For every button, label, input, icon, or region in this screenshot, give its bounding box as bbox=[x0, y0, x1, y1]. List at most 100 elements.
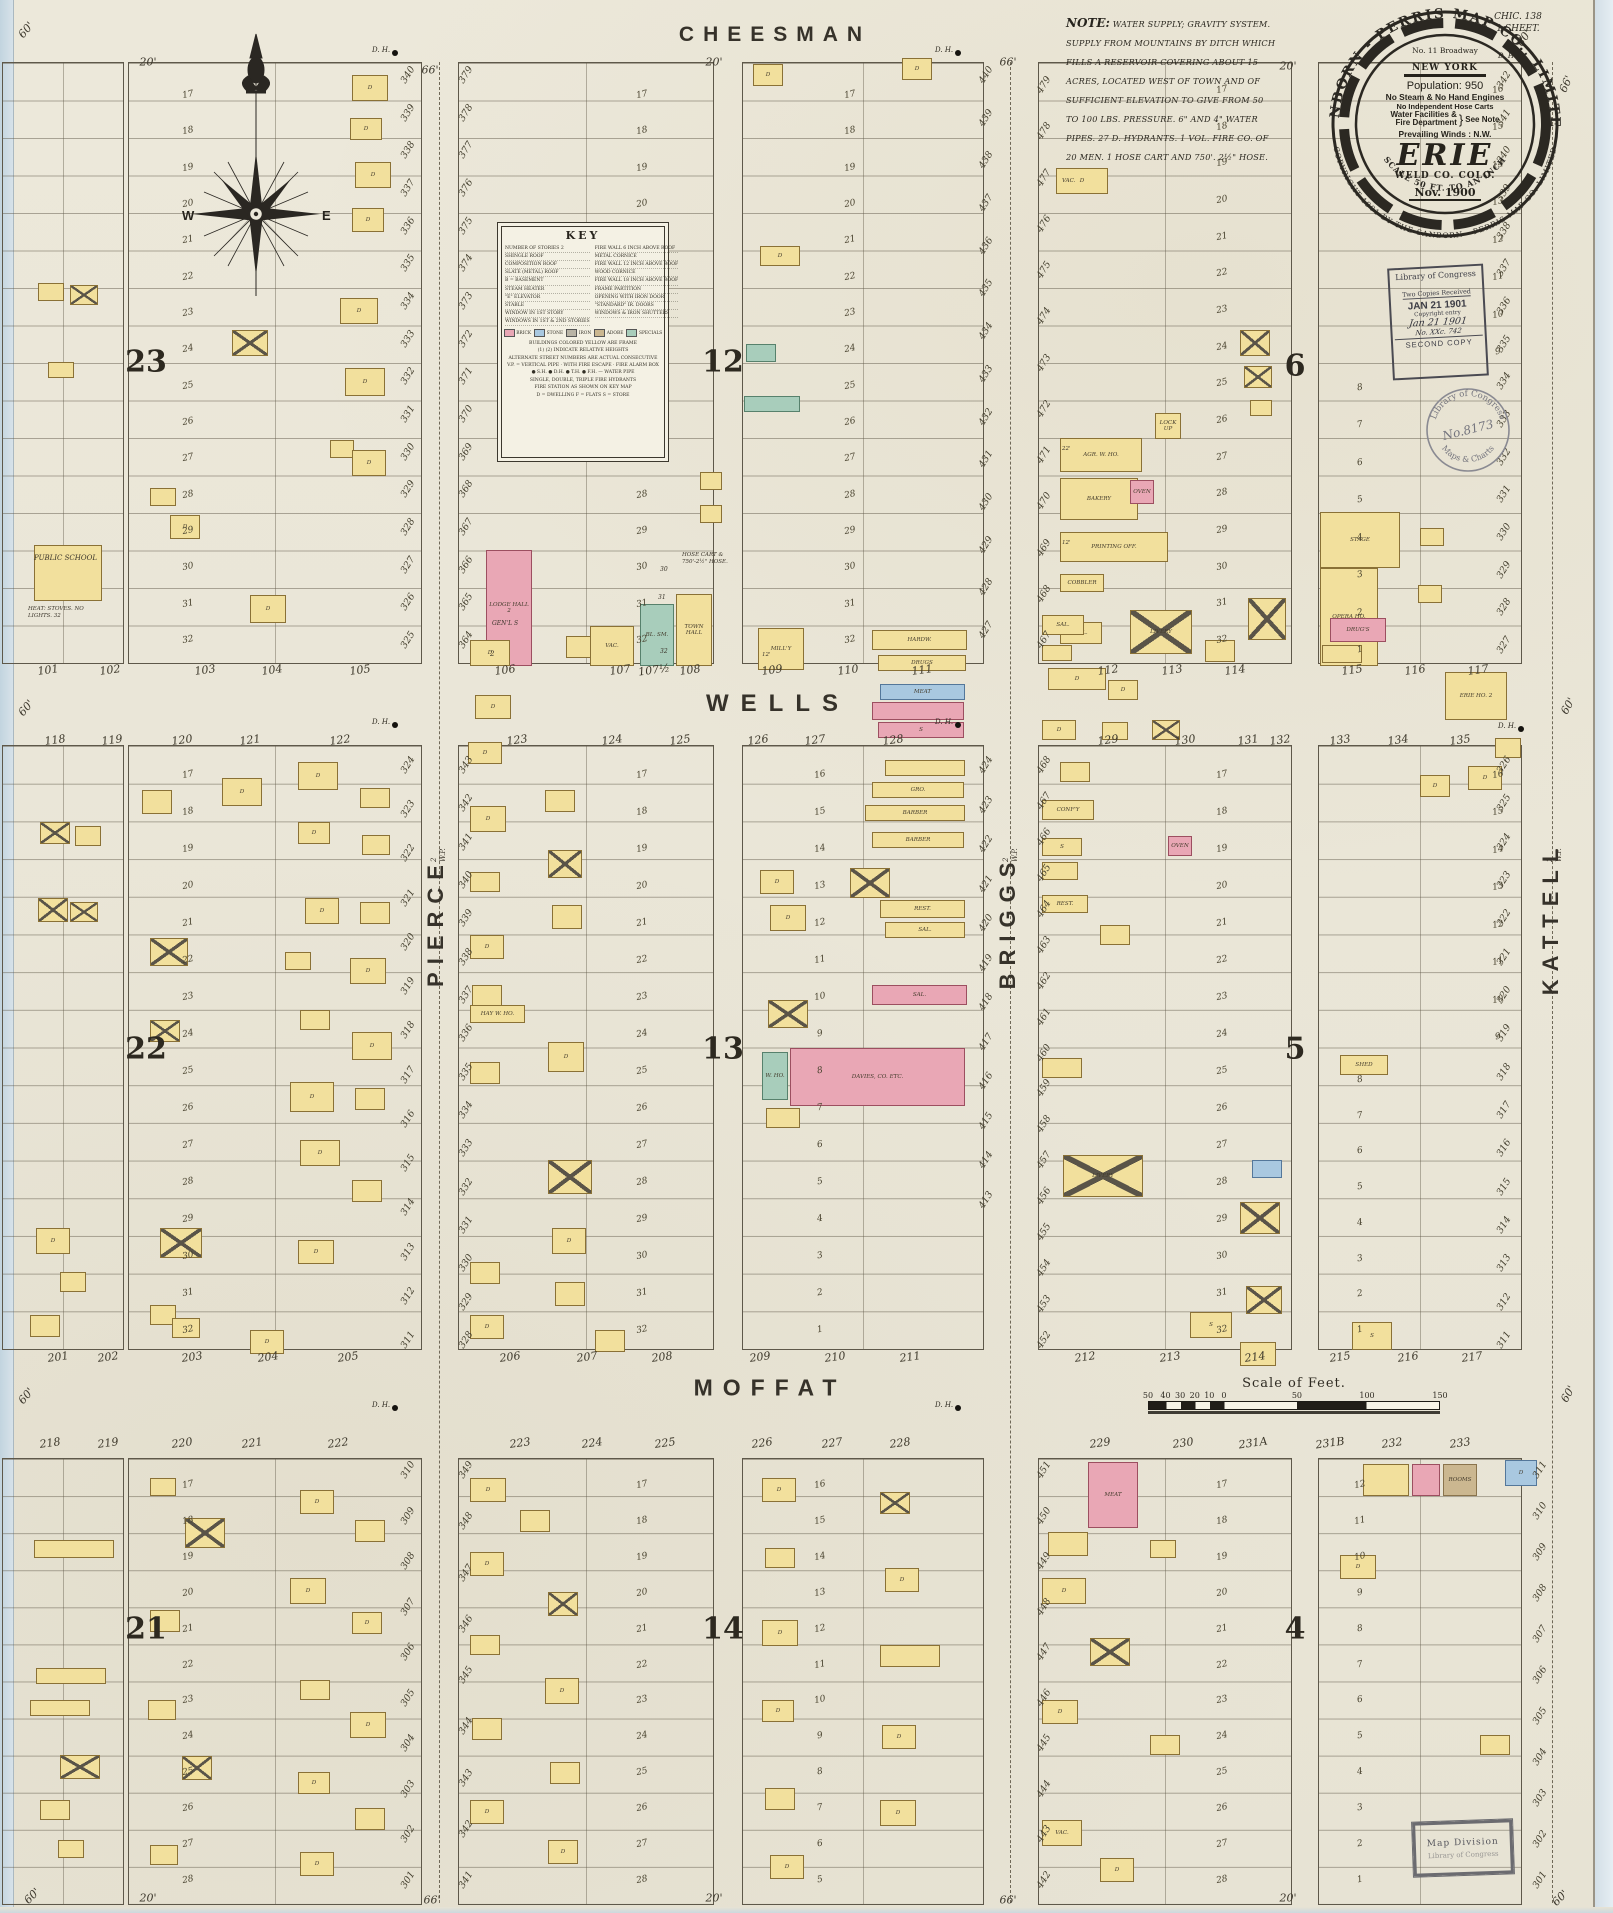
loc-round-stamp: Library of Congress Maps & Charts No.817… bbox=[1424, 386, 1512, 474]
building bbox=[30, 1700, 90, 1716]
hydrant-dot bbox=[955, 722, 961, 728]
panel-center-line bbox=[1165, 1459, 1166, 1904]
building bbox=[160, 1228, 202, 1258]
key-item: "E" ELEVATOR bbox=[505, 294, 590, 302]
scale-ticks: 50 40 30 20 10 0 50 100 150 bbox=[1143, 1391, 1448, 1401]
building: STAGE bbox=[1320, 512, 1400, 568]
building bbox=[148, 1700, 176, 1720]
building-label: D bbox=[563, 1053, 569, 1060]
building: D bbox=[902, 58, 932, 80]
building: D bbox=[1468, 766, 1502, 790]
building bbox=[765, 1788, 795, 1810]
building: OVEN bbox=[1168, 836, 1192, 856]
building-label: D bbox=[487, 649, 493, 656]
building bbox=[34, 1540, 114, 1558]
stamp-rings: SANBORN - PERRIS MAP CO., LIMITED COPYRI… bbox=[1323, 2, 1561, 240]
building-label: HAY W. HO. bbox=[480, 1010, 515, 1017]
building-label: DAVIES, CO. ETC. bbox=[851, 1073, 904, 1080]
building: D bbox=[300, 1140, 340, 1166]
panel-center-line bbox=[863, 746, 864, 1349]
building bbox=[330, 440, 354, 458]
inner-lot-number: 28 bbox=[181, 488, 195, 501]
scale-of-feet: Scale of Feet. 50 40 30 20 10 0 50 100 150 bbox=[1143, 1376, 1448, 1414]
building: D bbox=[298, 822, 330, 844]
building bbox=[470, 1635, 500, 1655]
building-label: VAC. bbox=[1055, 1829, 1069, 1836]
building bbox=[1152, 720, 1180, 740]
building bbox=[548, 1592, 578, 1616]
building: MEAT bbox=[1088, 1462, 1138, 1528]
sheet-number-note: CHIC. 138 1 SHEET. bbox=[1478, 12, 1558, 35]
building: DRUGS bbox=[878, 655, 966, 671]
building-label: OPERA HO. bbox=[1332, 613, 1366, 620]
street-label: PIERCE bbox=[423, 857, 448, 987]
inner-lot-number: 12 bbox=[1491, 918, 1505, 931]
building-label: D bbox=[311, 1779, 317, 1786]
building: D bbox=[355, 162, 391, 188]
key-footer-line: SINGLE, DOUBLE, TRIPLE FIRE HYDRANTS bbox=[529, 377, 637, 383]
loc-round-rings: Library of Congress Maps & Charts bbox=[1426, 388, 1510, 472]
building-label: MEAT bbox=[913, 688, 932, 695]
building-label: SAL. bbox=[918, 926, 932, 933]
building bbox=[1250, 400, 1272, 416]
key-columns: NUMBER OF STORIES 2 SHINGLE ROOF COMPOSITI… bbox=[505, 245, 679, 327]
building bbox=[34, 545, 102, 601]
key-title: KEY bbox=[565, 229, 601, 242]
swatch-color bbox=[534, 329, 546, 338]
building-label: D bbox=[765, 71, 771, 78]
building: D bbox=[1340, 1555, 1376, 1579]
building-label: SHED bbox=[1355, 1061, 1373, 1068]
building-label: D bbox=[365, 967, 371, 974]
building: COBBLER bbox=[1060, 574, 1104, 592]
building bbox=[1150, 1540, 1176, 1558]
block-number: 5 bbox=[1284, 1031, 1306, 1067]
building: D bbox=[880, 1800, 916, 1826]
building bbox=[1048, 1532, 1088, 1556]
building bbox=[150, 1305, 176, 1325]
inner-lot-number: 27 bbox=[1215, 450, 1229, 463]
panel-center-line bbox=[586, 746, 587, 1349]
building bbox=[765, 1548, 795, 1568]
building-label: COBBLER bbox=[1067, 579, 1097, 586]
building-label: MEAT bbox=[1104, 1491, 1122, 1498]
building-label: D bbox=[314, 1860, 320, 1867]
key-item: METAL CORNICE bbox=[594, 253, 679, 262]
building bbox=[746, 344, 776, 362]
building-label: D bbox=[776, 1486, 782, 1493]
key-item: WOOD CORNICE bbox=[594, 269, 679, 278]
building: D bbox=[290, 1082, 334, 1112]
block-number: 12 bbox=[702, 344, 744, 380]
key-swatch: ADOBE bbox=[594, 329, 623, 338]
building-label: D bbox=[1079, 177, 1085, 184]
block-panel bbox=[742, 62, 984, 664]
building-label: D bbox=[1518, 1469, 1524, 1476]
loc-round-bottom-text: Maps & Charts bbox=[1440, 444, 1496, 464]
loc-round-top-text: Library of Congress bbox=[1429, 389, 1507, 421]
building bbox=[60, 1755, 100, 1779]
building: D bbox=[352, 1612, 382, 1634]
building-label: OVEN bbox=[1171, 842, 1189, 849]
dimension-label: 20' bbox=[705, 55, 723, 69]
building: D bbox=[1042, 720, 1076, 740]
water-supply-note: NOTE: WATER SUPPLY; GRAVITY SYSTEM. SUPP… bbox=[1066, 12, 1276, 164]
building bbox=[1240, 1202, 1280, 1234]
building-label: D bbox=[314, 1498, 320, 1505]
building bbox=[150, 1845, 178, 1865]
building bbox=[768, 1000, 808, 1028]
block-number: 23 bbox=[125, 344, 167, 380]
inner-lot-number: 20 bbox=[181, 1586, 195, 1599]
building-label: D bbox=[482, 749, 488, 756]
block-number: 22 bbox=[125, 1031, 167, 1067]
dimension-label: 20' bbox=[1279, 59, 1297, 73]
key-footer-line: (1) (2) INDICATE RELATIVE HEIGHTS bbox=[537, 348, 629, 354]
building: D bbox=[470, 1315, 504, 1339]
inner-lot-number: 19 bbox=[843, 161, 857, 174]
building: MILL'Y bbox=[758, 628, 804, 670]
inner-lot-number: 28 bbox=[843, 488, 857, 501]
block-panel bbox=[1038, 745, 1292, 1350]
building-label: D bbox=[484, 1323, 490, 1330]
building bbox=[40, 822, 70, 844]
building-label: LIVERY bbox=[1150, 628, 1172, 635]
key-footer-line: ● S.H. ● D.H. ● T.H. ● F.H. — WATER PIPE bbox=[531, 370, 635, 376]
inner-lot-number: 22 bbox=[1215, 1658, 1229, 1671]
